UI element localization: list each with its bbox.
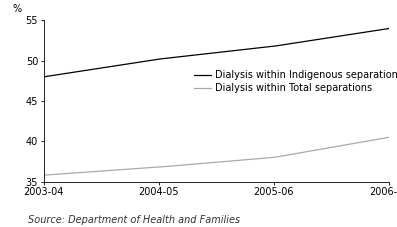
Dialysis within Indigenous separations bbox=[332, 35, 337, 38]
Dialysis within Total separations bbox=[355, 142, 359, 144]
Dialysis within Total separations bbox=[332, 146, 337, 148]
Text: Source: Department of Health and Families: Source: Department of Health and Familie… bbox=[28, 215, 240, 225]
Line: Dialysis within Total separations: Dialysis within Total separations bbox=[44, 137, 389, 175]
Dialysis within Total separations bbox=[247, 158, 252, 161]
Dialysis within Indigenous separations bbox=[355, 32, 359, 35]
Line: Dialysis within Indigenous separations: Dialysis within Indigenous separations bbox=[44, 28, 389, 77]
Dialysis within Total separations bbox=[246, 158, 251, 161]
Dialysis within Total separations bbox=[42, 174, 47, 176]
Dialysis within Indigenous separations bbox=[387, 27, 391, 30]
Dialysis within Total separations bbox=[41, 174, 46, 177]
Dialysis within Total separations bbox=[387, 136, 391, 139]
Dialysis within Total separations bbox=[252, 158, 257, 160]
Dialysis within Indigenous separations bbox=[252, 47, 257, 50]
Dialysis within Indigenous separations bbox=[42, 75, 47, 78]
Legend: Dialysis within Indigenous separations, Dialysis within Total separations: Dialysis within Indigenous separations, … bbox=[194, 70, 397, 93]
Dialysis within Indigenous separations bbox=[41, 75, 46, 78]
Text: %: % bbox=[13, 4, 22, 14]
Dialysis within Indigenous separations bbox=[246, 48, 251, 50]
Dialysis within Indigenous separations bbox=[247, 48, 252, 50]
